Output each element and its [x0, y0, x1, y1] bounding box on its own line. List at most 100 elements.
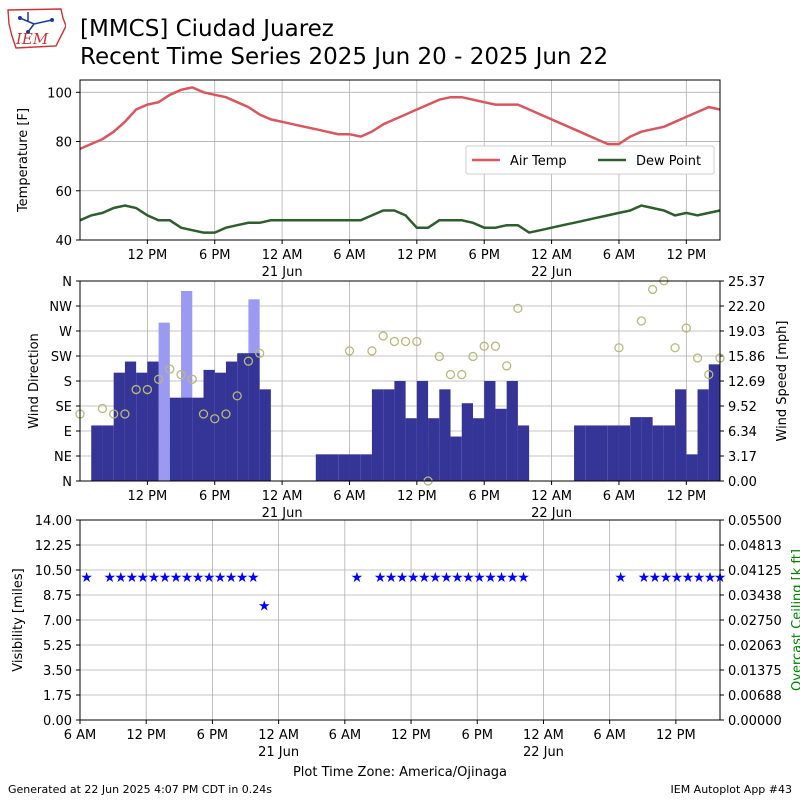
temp-ytick-label: 100: [47, 86, 72, 101]
temp-xtick-label: 12 PM: [666, 248, 706, 263]
wind-speed-point: [120, 409, 130, 419]
wind-gust-direction-bar: [181, 291, 193, 481]
wind-speed-point: [176, 369, 186, 380]
wind-direction-bar: [394, 381, 406, 481]
wind-dir-tick-label: W: [59, 325, 72, 340]
wind-direction-bar: [574, 425, 586, 481]
wind-direction-bar: [596, 425, 608, 481]
wind-gust-direction-bar: [158, 322, 170, 481]
wind-xtick-label: 6 PM: [468, 489, 499, 504]
wind-direction-bar: [405, 418, 417, 481]
visibility-point: ★: [704, 570, 717, 586]
wind-speed-tick-label: 9.52: [728, 400, 757, 415]
vis-xtick-label: 12 PM: [391, 728, 431, 743]
wind-direction-bar: [136, 372, 148, 481]
wind-speed-tick-label: 6.34: [728, 425, 757, 440]
iem-logo: IEM: [6, 6, 67, 52]
wind-direction-bar: [461, 403, 473, 481]
wind-direction-bar: [675, 389, 687, 481]
wind-speed-tick-label: 25.37: [728, 275, 765, 290]
visibility-point: ★: [429, 570, 442, 586]
temp-xtick-label: 6 AM: [603, 248, 636, 263]
wind-direction-bar: [484, 381, 496, 481]
legend-label: Air Temp: [510, 154, 567, 169]
wind-speed-tick-label: 15.86: [728, 350, 765, 365]
ceiling-tick-label: 0.00000: [728, 714, 782, 729]
wind-speed-point: [232, 391, 242, 401]
vis-ytick-label: 5.25: [43, 639, 72, 654]
visibility-point: ★: [517, 570, 530, 586]
vis-xtick-label: 12 AM: [258, 728, 299, 743]
wind-direction-bar: [91, 425, 103, 481]
page-subtitle: Recent Time Series 2025 Jun 20 - 2025 Ju…: [80, 44, 609, 70]
vis-xtick-label: 6 AM: [64, 728, 97, 743]
temp-xtick-label: 6 PM: [199, 248, 230, 263]
wind-speed-point: [502, 361, 512, 371]
wind-direction-bar: [102, 425, 114, 481]
wind-speed-point: [468, 351, 478, 362]
wind-speed-point: [457, 369, 467, 380]
visibility-point: ★: [407, 570, 420, 586]
visibility-point: ★: [181, 570, 194, 586]
wind-direction-bar: [192, 397, 204, 481]
temp-xtick-sublabel: 22 Jun: [531, 265, 572, 280]
ceiling-tick-label: 0.04125: [728, 564, 782, 579]
visibility-point: ★: [351, 570, 364, 586]
wind-speed-point: [647, 284, 658, 295]
visibility-point: ★: [247, 570, 260, 586]
visibility-point: ★: [506, 570, 519, 586]
wind-speed-tick-label: 22.20: [728, 300, 765, 315]
wind-direction-bar: [618, 425, 631, 481]
wind-speed-point: [614, 343, 624, 353]
vis-xtick-label: 6 AM: [593, 728, 626, 743]
wind-speed-point: [400, 336, 411, 347]
wind-speed-point: [198, 409, 209, 419]
wind-direction-bar: [585, 425, 597, 481]
visibility-point: ★: [203, 570, 216, 586]
vis-xlabel: Plot Time Zone: America/Ojinaga: [293, 765, 507, 780]
wind-speed-tick-label: 0.00: [728, 475, 757, 490]
wind-ylabel-right: Wind Speed [mph]: [775, 321, 790, 442]
wind-direction-bar: [428, 418, 440, 481]
wind-speed-point: [243, 356, 254, 366]
visibility-point: ★: [660, 570, 673, 586]
vis-xtick-label: 12 PM: [656, 728, 696, 743]
wind-direction-bar: [315, 454, 328, 481]
series-line-dew-point: [79, 204, 721, 234]
wind-dir-tick-label: N: [62, 475, 72, 490]
visibility-point: ★: [214, 570, 227, 586]
visibility-point: ★: [649, 570, 662, 586]
wind-direction-bar: [181, 397, 193, 481]
wind-speed-point: [109, 409, 119, 419]
visibility-point: ★: [682, 570, 695, 586]
visibility-point: ★: [495, 570, 508, 586]
vis-ylabel: Visibility [miles]: [11, 568, 26, 671]
visibility-point: ★: [671, 570, 684, 586]
page-title: [MMCS] Ciudad Juarez: [80, 16, 334, 42]
temp-xtick-label: 12 PM: [397, 248, 437, 263]
wind-direction-bar: [607, 425, 619, 481]
wind-speed-point: [513, 303, 523, 314]
wind-direction-bar: [697, 389, 709, 481]
temp-xtick-label: 6 PM: [468, 248, 499, 263]
wind-speed-point: [210, 414, 220, 424]
wind-speed-point: [165, 364, 175, 374]
wind-direction-bar: [652, 425, 664, 481]
wind-dir-tick-label: N: [62, 275, 72, 290]
visibility-point: ★: [192, 570, 205, 586]
wind-direction-bar: [225, 361, 238, 481]
vis-ytick-label: 12.25: [35, 539, 72, 554]
wind-speed-point: [704, 369, 714, 380]
wind-speed-point: [490, 341, 501, 351]
visibility-point: ★: [374, 570, 387, 586]
wind-speed-point: [367, 346, 377, 356]
temp-ytick-label: 60: [55, 185, 72, 200]
wind-ylabel: Wind Direction: [27, 333, 42, 429]
visibility-point: ★: [418, 570, 431, 586]
temp-xtick-label: 6 AM: [333, 248, 366, 263]
wind-direction-bar: [686, 454, 698, 481]
wind-direction-bar: [416, 381, 429, 481]
visibility-point: ★: [115, 570, 128, 586]
visibility-point: ★: [170, 570, 183, 586]
vis-ytick-label: 8.75: [43, 589, 72, 604]
